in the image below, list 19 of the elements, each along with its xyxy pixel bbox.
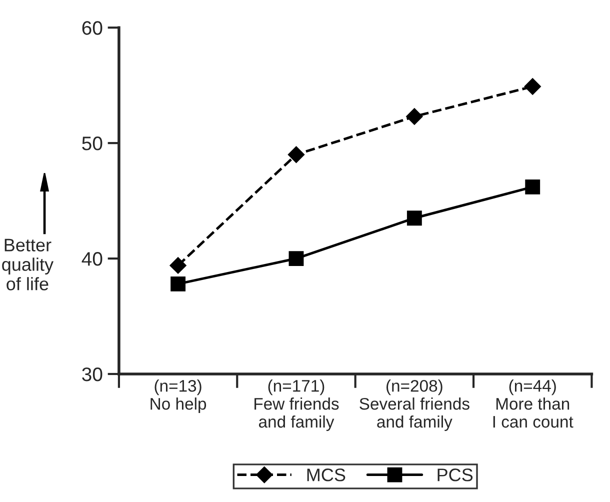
- point: [170, 276, 186, 292]
- legend-label: MCS: [307, 468, 346, 482]
- x-tick-label: (n=44) More than I can count: [493, 380, 574, 428]
- point: [406, 210, 422, 226]
- y-tick-label: 60: [82, 21, 102, 35]
- x-tick-label: (n=13) No help: [150, 380, 206, 414]
- point: [406, 108, 423, 125]
- x-tick-label: (n=208) Several friends and family: [360, 380, 470, 431]
- point: [288, 146, 305, 163]
- y-tick-label: 50: [82, 136, 102, 150]
- y-axis-title: Better quality of life: [2, 238, 54, 290]
- point: [524, 78, 541, 95]
- y-tick-label: 30: [82, 367, 102, 382]
- x-tick-label: (n=171) Few friends and family: [254, 380, 339, 431]
- point: [170, 257, 186, 274]
- point: [288, 251, 304, 266]
- legend-label: PCS: [438, 468, 473, 482]
- y-tick-label: 40: [82, 252, 102, 266]
- point: [525, 179, 540, 194]
